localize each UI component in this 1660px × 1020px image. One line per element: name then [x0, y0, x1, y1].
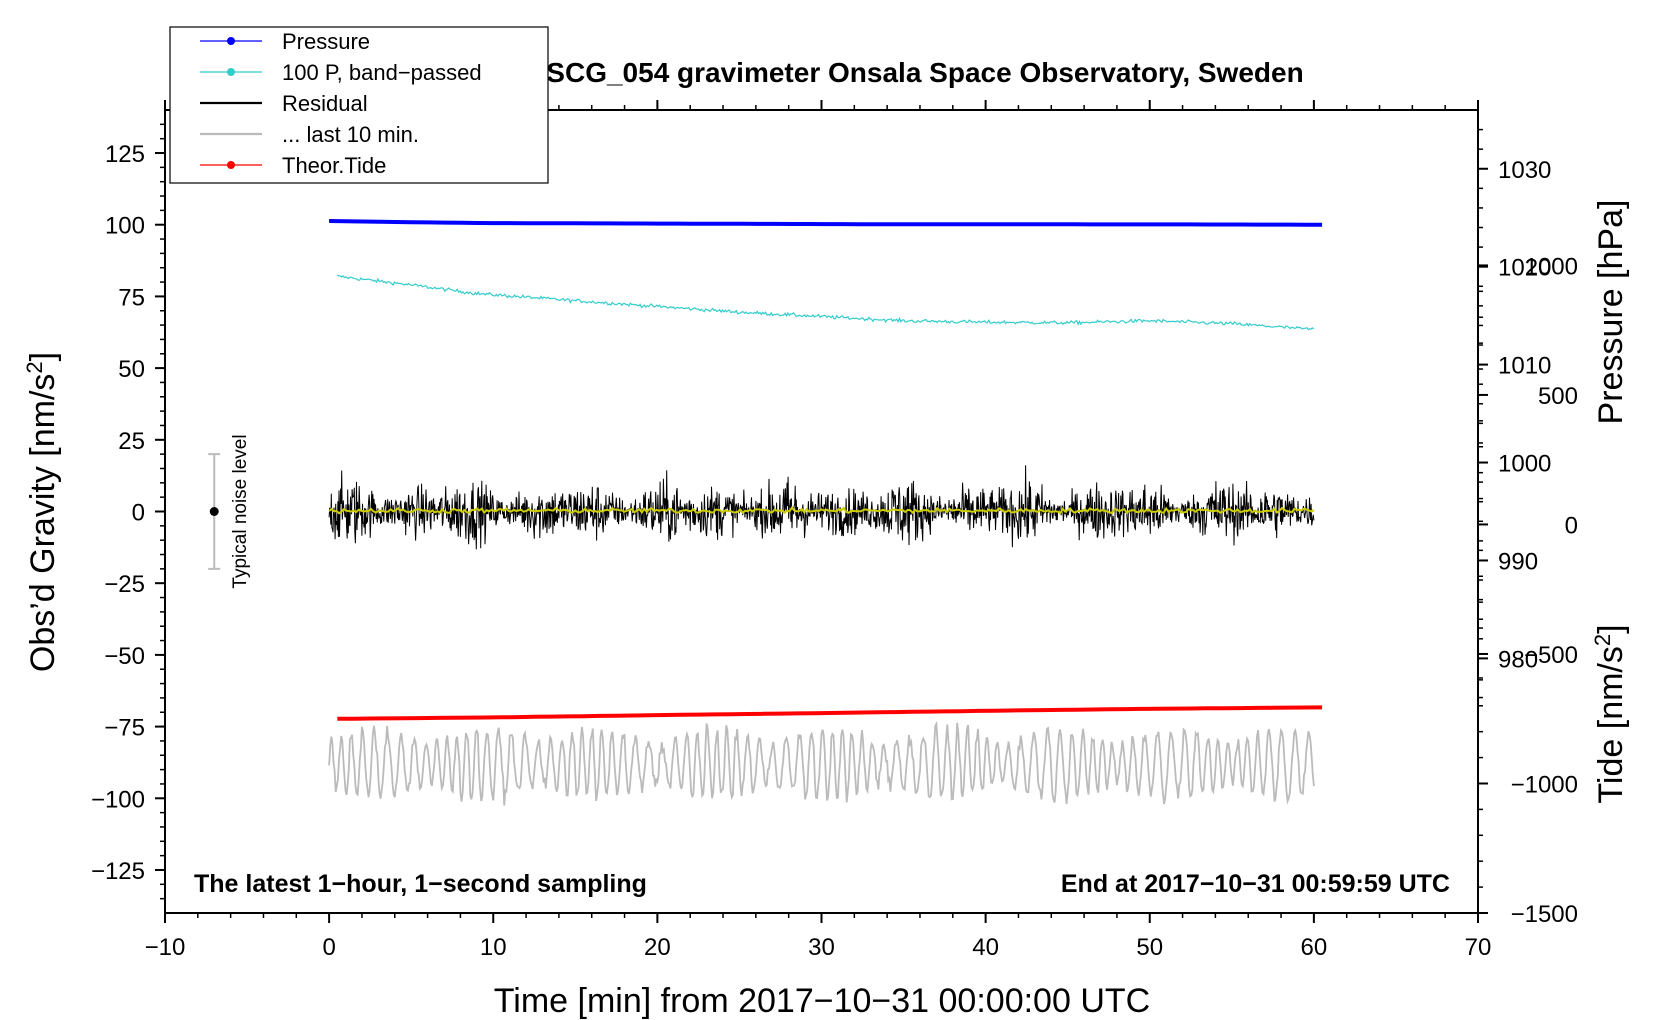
x-axis: −10 0 10 20 30 40 50 60 70 [145, 100, 1492, 961]
noise-label: Typical noise level [230, 434, 251, 588]
tide-tick-label: −500 [1524, 642, 1578, 669]
pressure-tick-label: 990 [1498, 548, 1538, 575]
y-tick-label: 0 [132, 500, 145, 527]
y-axis-left: 125 100 75 50 25 0 −25 −50 −75 −100 −125 [91, 123, 165, 900]
x-axis-title: Time [min] from 2017−10−31 00:00:00 UTC [494, 982, 1150, 1020]
series-last-10-min [328, 720, 1315, 806]
x-tick-label: 70 [1465, 934, 1492, 961]
legend-label: Pressure [282, 29, 370, 54]
tide-tick-label: −1500 [1511, 901, 1578, 928]
y-tick-label: 75 [118, 284, 145, 311]
tide-tick-label: 1000 [1525, 253, 1578, 280]
y-tick-label: 100 [105, 213, 145, 240]
pressure-tick-label: 1000 [1498, 451, 1551, 478]
tide-tick-label: −1000 [1511, 771, 1578, 798]
noise-dot [209, 507, 219, 516]
legend-label: ... last 10 min. [282, 122, 419, 147]
legend-marker [227, 37, 235, 45]
series-theoretical-tide [337, 705, 1323, 721]
y-tick-label: −125 [91, 858, 145, 885]
series-pressure [329, 219, 1323, 227]
x-tick-label: 40 [972, 934, 999, 961]
y-axis-pressure: 1030 1020 1010 1000 990 980 [1478, 128, 1551, 699]
legend-box [169, 26, 549, 184]
x-tick-label: 20 [644, 934, 671, 961]
y-tick-label: 125 [105, 141, 145, 168]
pressure-tick-label: 1020 [1498, 255, 1551, 282]
legend: Pressure 100 P, band−passed Residual ... la… [169, 26, 549, 184]
x-tick-label: 60 [1301, 934, 1328, 961]
tide-tick-label: 0 [1565, 512, 1578, 539]
x-tick-label: 0 [322, 934, 335, 961]
series-residual [328, 465, 1315, 550]
annotation-right: End at 2017−10−31 00:59:59 UTC [1061, 870, 1450, 898]
series-residual-smoothed [328, 505, 1315, 515]
pressure-tick-label: 980 [1498, 646, 1538, 673]
y-tick-label: −100 [91, 786, 145, 813]
y-axis-left-title: Obs’d Gravity [nm/s2] [22, 352, 62, 672]
y-tick-label: 25 [118, 428, 145, 455]
y-axis-tide: 1000 500 0 −500 −1000 −1500 [1478, 253, 1578, 928]
series-layer [328, 219, 1323, 806]
legend-marker [227, 161, 235, 169]
series-band-passed [337, 274, 1315, 331]
noise-level-indicator: Typical noise level [208, 434, 251, 589]
tide-tick-label: 500 [1538, 383, 1578, 410]
annotation-left: The latest 1−hour, 1−second sampling [194, 870, 647, 898]
pressure-tick-label: 1030 [1498, 157, 1551, 184]
y-tick-label: −75 [104, 715, 145, 742]
y-tick-label: −50 [104, 643, 145, 670]
legend-label: Theor.Tide [282, 153, 386, 178]
y-tick-label: −25 [104, 571, 145, 598]
legend-label: Residual [282, 91, 368, 116]
x-tick-label: 30 [808, 934, 835, 961]
y-tick-label: 50 [118, 356, 145, 383]
x-tick-label: −10 [145, 934, 186, 961]
pressure-tick-label: 1010 [1498, 353, 1551, 380]
legend-label: 100 P, band−passed [282, 60, 482, 85]
chart-title: SCG_054 gravimeter Onsala Space Observat… [546, 57, 1303, 88]
y-axis-pressure-title: Pressure [hPa] [1592, 200, 1630, 425]
x-tick-label: 50 [1136, 934, 1163, 961]
x-tick-label: 10 [480, 934, 507, 961]
legend-marker [227, 68, 235, 76]
y-axis-tide-title: Tide [nm/s2] [1590, 624, 1630, 803]
